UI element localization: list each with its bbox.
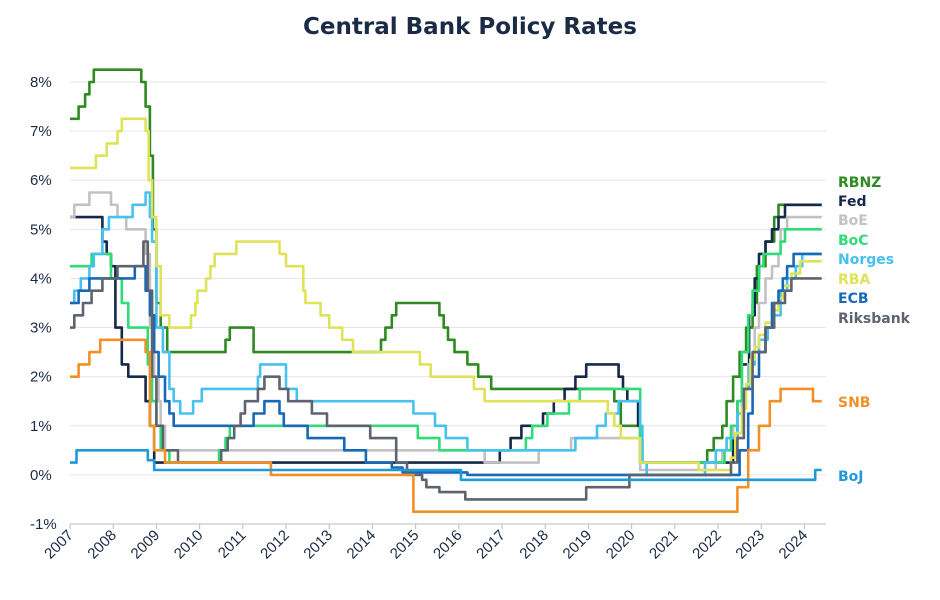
y-tick-label: 6% xyxy=(30,172,52,189)
x-tick-label: 2015 xyxy=(387,527,423,563)
x-tick-label: 2009 xyxy=(128,527,164,563)
legend-label-snb: SNB xyxy=(838,395,870,411)
x-tick-label: 2021 xyxy=(646,527,682,563)
x-tick-label: 2008 xyxy=(84,527,120,563)
series-line-fed xyxy=(70,203,822,464)
y-tick-label: 7% xyxy=(30,123,52,140)
legend-label-boc: BoC xyxy=(838,233,869,249)
legend-label-rba: RBA xyxy=(838,272,870,288)
x-tick-label: 2020 xyxy=(603,527,639,563)
legend-label-boj: BoJ xyxy=(838,469,864,485)
x-tick-label: 2022 xyxy=(689,527,725,563)
series-line-ecb xyxy=(70,252,822,477)
x-tick-label: 2017 xyxy=(473,527,509,563)
x-tick-label: 2023 xyxy=(732,527,768,563)
series-line-riksbank xyxy=(70,240,822,501)
x-tick-label: 2014 xyxy=(344,527,380,563)
x-tick-label: 2018 xyxy=(516,527,552,563)
grid-layer xyxy=(70,81,826,525)
series-line-boj xyxy=(70,449,822,482)
legend-label-boe: BoE xyxy=(838,213,868,229)
x-tick-label: 2011 xyxy=(215,527,250,562)
series-line-rba xyxy=(70,117,822,472)
y-tick-label: 2% xyxy=(30,369,52,386)
x-tick-label: 2013 xyxy=(300,527,336,563)
y-tick-label: 5% xyxy=(30,221,52,238)
legend-label-rbnz: RBNZ xyxy=(838,175,881,191)
series-line-norges xyxy=(70,191,822,477)
series-layer xyxy=(70,68,822,513)
y-tick-label: 4% xyxy=(30,270,52,287)
y-tick-label: 0% xyxy=(30,467,52,484)
y-tick-label: 8% xyxy=(30,74,52,91)
x-tick-label: 2019 xyxy=(560,527,596,563)
legend-layer: RBNZ Fed BoE BoC Norges RBA ECB Riksbank SNB BoJ xyxy=(838,175,911,485)
y-tick-label: 1% xyxy=(30,418,52,435)
x-tick-label: 2016 xyxy=(430,527,466,563)
legend-label-fed: Fed xyxy=(838,194,867,210)
legend-label-riksbank: Riksbank xyxy=(838,311,911,327)
legend-label-ecb: ECB xyxy=(838,291,869,307)
x-tick-label: 2012 xyxy=(257,527,293,563)
y-tick-label: 3% xyxy=(30,320,52,337)
x-tick-label: 2024 xyxy=(776,527,812,563)
chart-title: Central Bank Policy Rates xyxy=(303,14,637,40)
x-tick-label: 2010 xyxy=(171,527,207,563)
legend-label-norges: Norges xyxy=(838,252,894,268)
series-line-rbnz xyxy=(70,68,822,464)
y-tick-label: -1% xyxy=(30,516,57,533)
